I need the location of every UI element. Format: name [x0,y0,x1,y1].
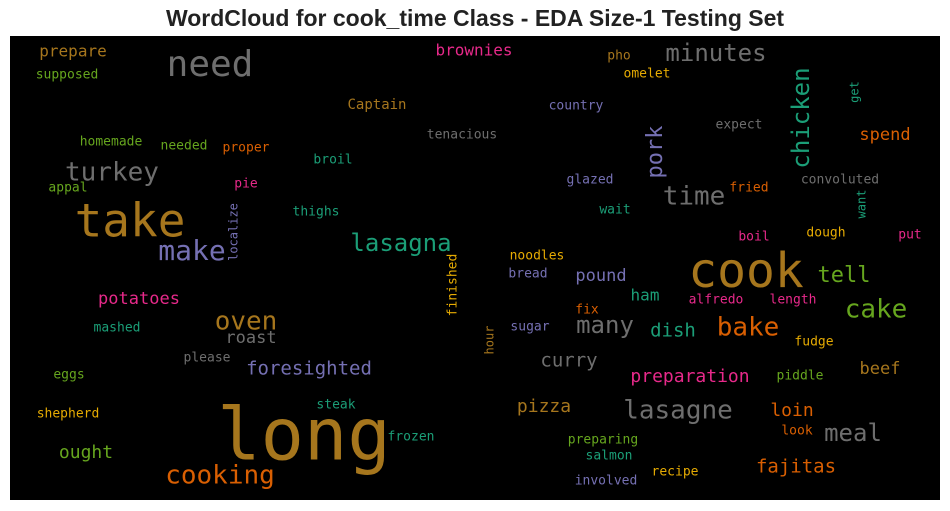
word: involved [575,474,638,489]
word: chicken [787,67,815,168]
word: localize [227,203,241,261]
cloud-background [10,36,940,500]
word: fajitas [756,456,836,478]
word: pizza [517,396,571,417]
word: dish [650,320,696,342]
word: potatoes [98,289,180,309]
word: salmon [586,449,633,464]
word: mashed [94,321,141,336]
word: finished [446,254,461,317]
word: supposed [36,68,99,83]
word: country [549,99,604,114]
word: meal [824,419,882,447]
word: need [167,44,254,85]
word: brownies [435,41,512,60]
word: pie [234,177,258,192]
word: ought [59,442,113,463]
word: look [781,424,812,439]
word: broil [313,153,352,168]
word: foresighted [246,358,372,380]
word: preparing [568,433,638,448]
word: turkey [65,158,159,188]
word: roast [225,328,276,348]
word: piddle [777,369,824,384]
word: lasagna [350,229,451,257]
word: tell [818,263,871,288]
word: hour [483,326,497,355]
word: please [184,351,231,366]
word: fudge [794,335,833,350]
word: omelet [624,67,671,82]
word: oven [215,307,278,337]
word: frozen [388,430,435,445]
word: take [75,194,186,248]
word: time [663,182,726,212]
word: many [576,311,634,339]
word: ham [631,286,660,305]
word: wait [599,203,630,218]
word: lasagne [623,396,733,426]
word: loin [770,400,813,421]
word: make [158,234,225,267]
word: steak [316,398,355,413]
word: beef [860,359,901,379]
word: minutes [665,39,766,67]
word: expect [716,118,763,133]
word: pound [575,266,626,286]
word: spend [859,125,910,145]
word: glazed [567,173,614,188]
word: cake [845,295,908,325]
word: fix [575,303,599,318]
word: want [855,190,869,219]
word: pho [607,49,630,64]
word: get [848,81,862,103]
word: thighs [293,205,340,220]
word: proper [223,141,270,156]
word: put [898,228,921,243]
word: pork [643,126,668,179]
word: homemade [80,135,143,150]
word: tenacious [427,128,497,143]
word: needed [161,139,208,154]
word: alfredo [689,293,744,308]
word: Captain [347,97,406,113]
word: shepherd [37,407,100,422]
word: length [770,293,817,308]
word: eggs [53,368,84,383]
word: dough [806,226,845,241]
word: bake [717,313,780,343]
word: sugar [510,320,549,335]
word: cook [688,243,804,299]
word: preparation [630,366,749,387]
word: boil [738,230,769,245]
word: cooking [165,461,275,491]
word: bread [508,267,547,282]
word: convoluted [801,173,879,188]
chart-title: WordCloud for cook_time Class - EDA Size… [166,5,784,31]
word: curry [540,350,597,372]
word: long [217,393,390,477]
word: recipe [652,465,699,480]
word: appal [48,181,87,196]
word: prepare [39,42,106,61]
word: noodles [510,249,565,264]
word: fried [729,181,768,196]
